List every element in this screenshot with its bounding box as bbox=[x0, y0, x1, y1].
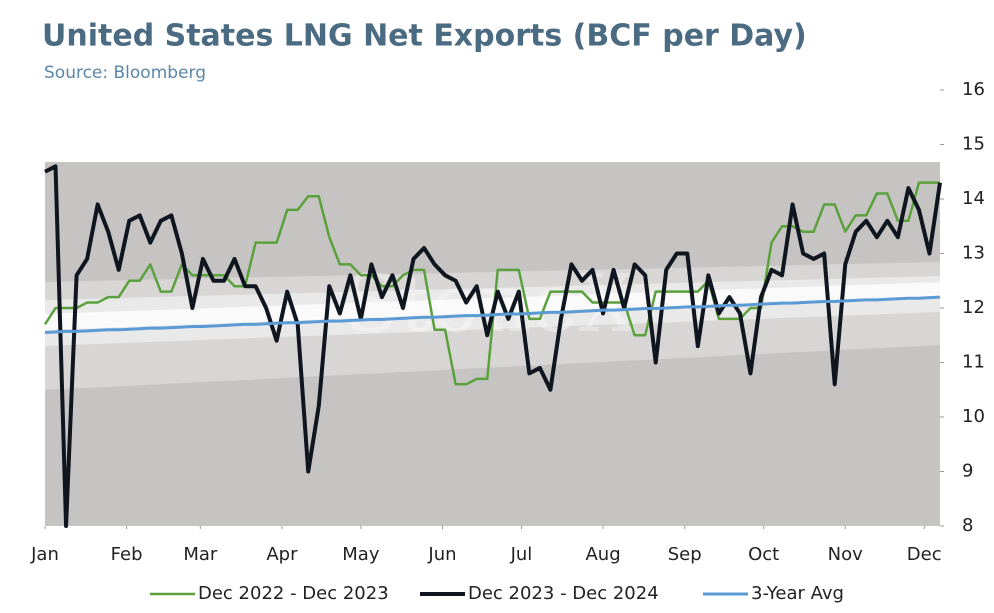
x-tick-label: Feb bbox=[111, 544, 143, 565]
x-tick-label: Mar bbox=[183, 544, 218, 565]
legend-label: Dec 2022 - Dec 2023 bbox=[198, 583, 389, 604]
x-tick-label: Jun bbox=[427, 544, 456, 565]
axes: 8 9 10 11 12 13 14 15 16 Jan Feb Mar Apr May Jun Jul Aug… bbox=[30, 79, 985, 565]
y-tick-label: 15 bbox=[962, 134, 985, 155]
x-tick-label: May bbox=[342, 544, 380, 565]
y-tick-label: 10 bbox=[962, 406, 985, 427]
y-tick-label: 13 bbox=[962, 243, 985, 264]
y-tick-label: 12 bbox=[962, 297, 985, 318]
legend-label: Dec 2023 - Dec 2024 bbox=[468, 583, 659, 604]
plot bbox=[43, 164, 942, 528]
watermark: StoneX bbox=[345, 257, 636, 350]
y-tick-label: 11 bbox=[962, 352, 985, 373]
y-tick-label: 16 bbox=[962, 79, 985, 100]
x-tick-label: Dec bbox=[907, 544, 942, 565]
x-tick-label: Sep bbox=[668, 544, 702, 565]
x-tick-label: Jul bbox=[510, 544, 533, 565]
series-line bbox=[44, 295, 941, 335]
chart-title: United States LNG Net Exports (BCF per D… bbox=[42, 19, 807, 54]
chart-subtitle: Source: Bloomberg bbox=[44, 63, 206, 83]
x-tick-label: Aug bbox=[585, 544, 620, 565]
x-tick-label: Apr bbox=[266, 544, 298, 565]
x-tick-label: Nov bbox=[828, 544, 863, 565]
x-tick-label: Oct bbox=[748, 544, 779, 565]
y-tick-label: 9 bbox=[962, 461, 973, 482]
y-tick-label: 14 bbox=[962, 188, 985, 209]
x-tick-label: Jan bbox=[30, 544, 59, 565]
legend: Dec 2022 - Dec 2023 Dec 2023 - Dec 2024 3-… bbox=[150, 583, 844, 604]
y-tick-label: 8 bbox=[962, 515, 973, 536]
legend-label: 3-Year Avg bbox=[751, 583, 844, 604]
